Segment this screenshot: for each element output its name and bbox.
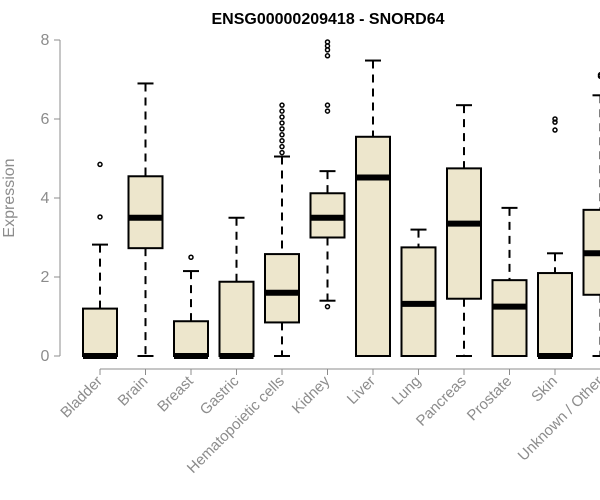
outlier-point <box>97 214 103 220</box>
box <box>537 272 573 357</box>
outlier-point <box>279 132 285 138</box>
x-tick-label: Kidney <box>289 372 334 417</box>
outlier-point <box>279 137 285 144</box>
box <box>127 175 164 250</box>
box-group <box>446 104 482 357</box>
box <box>173 320 209 357</box>
outlier-point <box>279 120 285 126</box>
x-tick-label: Prostate <box>464 373 516 425</box>
outlier-point <box>279 126 285 132</box>
box-group <box>82 161 118 359</box>
outlier-point <box>552 119 558 125</box>
box-group <box>355 59 391 357</box>
x-tick-label: Pancreas <box>413 373 470 430</box>
outlier-point <box>279 143 285 150</box>
outlier-point <box>552 127 558 133</box>
x-tick-label: Bladder <box>57 373 106 422</box>
x-tick-label: Liver <box>344 373 379 408</box>
outlier-point <box>279 149 285 156</box>
outlier-point <box>597 72 600 78</box>
outlier-point <box>324 39 331 45</box>
box-group <box>309 39 346 310</box>
box-group <box>127 82 164 357</box>
y-tick-label: 6 <box>41 111 50 128</box>
box <box>491 279 528 357</box>
box-group <box>218 216 255 359</box>
plot-area <box>82 39 600 359</box>
outlier-point <box>188 254 194 260</box>
box <box>355 135 391 357</box>
x-tick-label: Brain <box>115 373 152 410</box>
chart-title: ENSG00000209418 - SNORD64 <box>211 11 444 28</box>
box-group <box>264 102 300 357</box>
box-group <box>491 206 528 357</box>
box <box>264 253 300 324</box>
box <box>82 307 118 358</box>
y-tick-label: 4 <box>41 190 50 207</box>
outlier-point <box>324 303 331 310</box>
box-group <box>400 228 437 357</box>
x-tick-label: Skin <box>528 373 561 406</box>
outlier-point <box>324 53 331 59</box>
outlier-point <box>97 161 103 168</box>
box-group <box>537 116 573 359</box>
box <box>218 280 255 357</box>
y-tick-label: 0 <box>41 348 50 365</box>
box-group <box>173 254 209 359</box>
outlier-point <box>279 108 285 114</box>
y-tick-label: 2 <box>41 269 50 286</box>
outlier-point <box>279 102 285 108</box>
outlier-point <box>324 108 331 114</box>
y-tick-label: 8 <box>41 32 50 49</box>
x-tick-label: Breast <box>154 372 197 415</box>
outlier-point <box>279 114 285 120</box>
y-axis: 0 2 4 6 8 <box>41 32 61 365</box>
y-axis-label: Expression <box>1 158 18 237</box>
outlier-point <box>552 116 558 122</box>
box-group <box>582 72 600 357</box>
outlier-point <box>324 102 331 108</box>
x-tick-label: Lung <box>389 373 425 409</box>
box <box>446 167 482 300</box>
